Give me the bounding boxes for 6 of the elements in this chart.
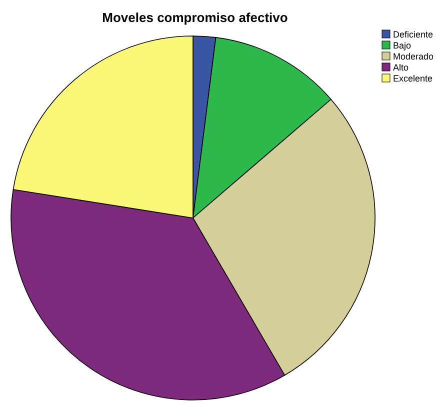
legend-label: Bajo — [393, 40, 412, 50]
legend-label: Alto — [393, 62, 409, 72]
legend-label: Deficiente — [393, 30, 434, 40]
legend-label: Moderado — [393, 52, 434, 62]
legend-label: Excelente — [393, 74, 433, 84]
chart-title: Moveles compromiso afectivo — [102, 10, 288, 25]
